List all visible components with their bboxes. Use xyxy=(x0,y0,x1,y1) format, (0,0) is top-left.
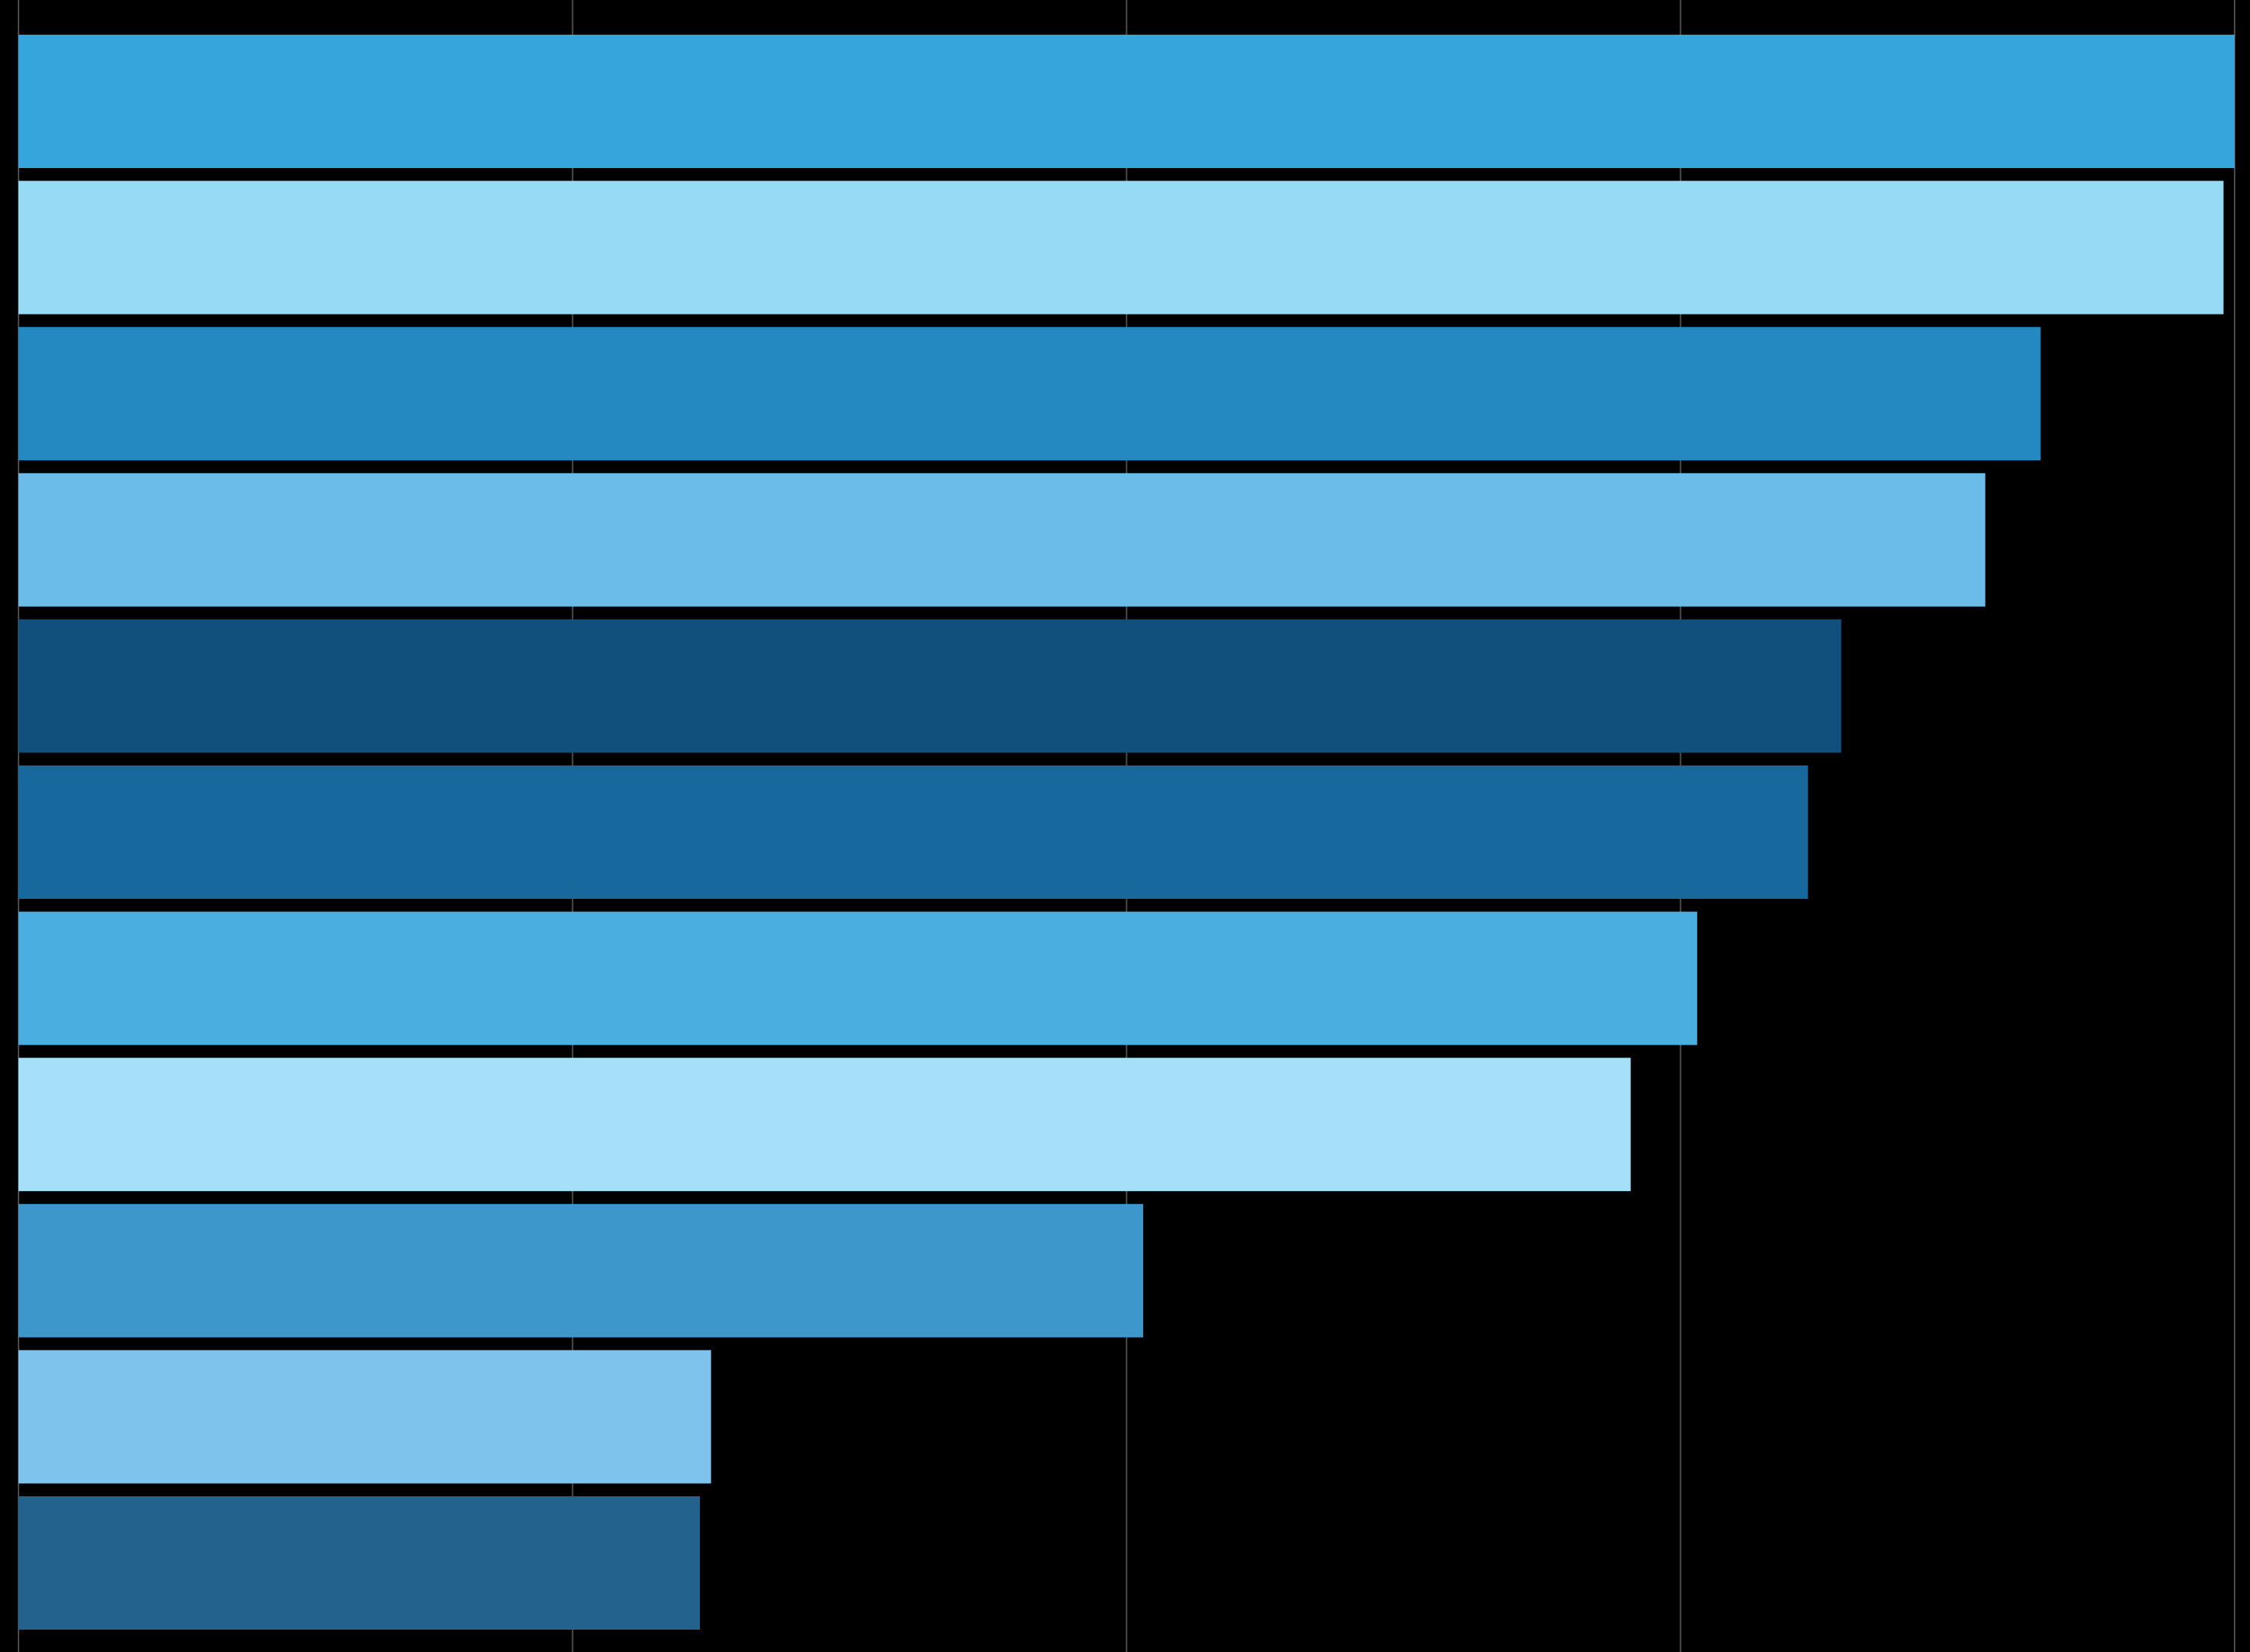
bar xyxy=(18,327,2041,461)
bar xyxy=(18,1496,701,1630)
bar xyxy=(18,180,2224,315)
bar xyxy=(18,911,1697,1045)
bar xyxy=(18,1350,711,1484)
bar xyxy=(18,473,1986,607)
bar xyxy=(18,619,1841,753)
bar xyxy=(18,765,1808,899)
bar xyxy=(18,1203,1144,1337)
bar xyxy=(18,35,2235,168)
bar xyxy=(18,1058,1631,1192)
